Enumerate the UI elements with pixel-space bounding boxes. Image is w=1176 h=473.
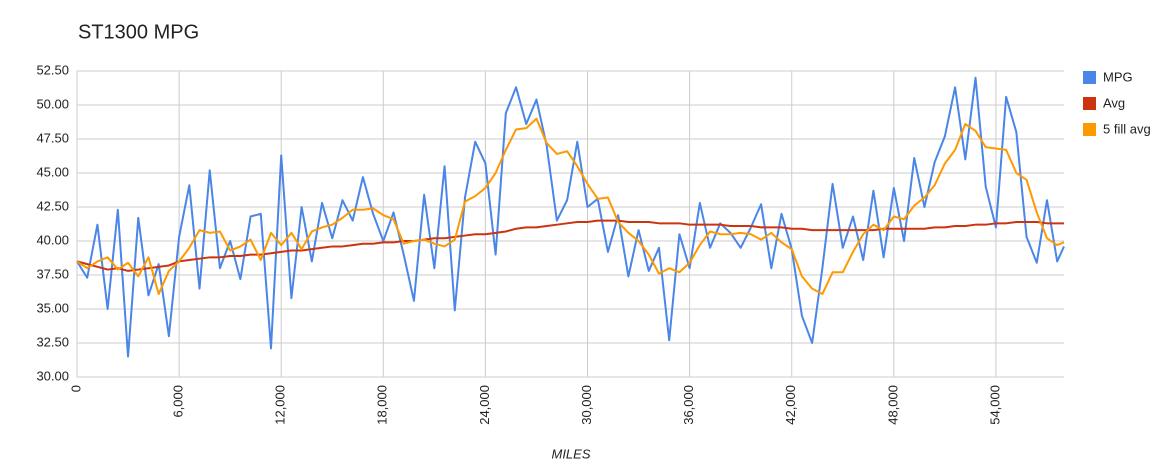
chart-title: ST1300 MPG [78, 21, 199, 43]
x-axis-title: MILES [551, 446, 590, 461]
x-tick-label: 24,000 [477, 385, 492, 425]
x-tick-label: 0 [68, 385, 83, 392]
legend-swatch [1083, 123, 1096, 136]
y-tick-label: 50.00 [36, 96, 69, 111]
y-tick-label: 32.50 [36, 334, 69, 349]
x-tick-label: 30,000 [579, 385, 594, 425]
legend-label: MPG [1103, 69, 1133, 84]
series-line [76, 76, 1065, 358]
y-tick-label: 45.00 [36, 164, 69, 179]
x-tick-label: 42,000 [783, 385, 798, 425]
y-tick-label: 42.50 [36, 198, 69, 213]
legend-swatch [1083, 97, 1096, 110]
legend-label: 5 fill avg [1103, 121, 1151, 136]
y-tick-label: 30.00 [36, 368, 69, 383]
x-tick-label: 18,000 [375, 385, 390, 425]
x-tick-label: 12,000 [273, 385, 288, 425]
y-tick-label: 52.50 [36, 62, 69, 77]
x-tick-label: 6,000 [171, 385, 186, 418]
x-tick-label: 36,000 [681, 385, 696, 425]
y-tick-label: 40.00 [36, 232, 69, 247]
x-tick-label: 48,000 [885, 385, 900, 425]
y-tick-label: 35.00 [36, 300, 69, 315]
legend-label: Avg [1103, 95, 1125, 110]
legend-swatch [1083, 71, 1096, 84]
y-tick-label: 47.50 [36, 130, 69, 145]
series-line [76, 219, 1064, 272]
series-line [76, 117, 1065, 296]
x-tick-label: 54,000 [987, 385, 1002, 425]
y-tick-label: 37.50 [36, 266, 69, 281]
